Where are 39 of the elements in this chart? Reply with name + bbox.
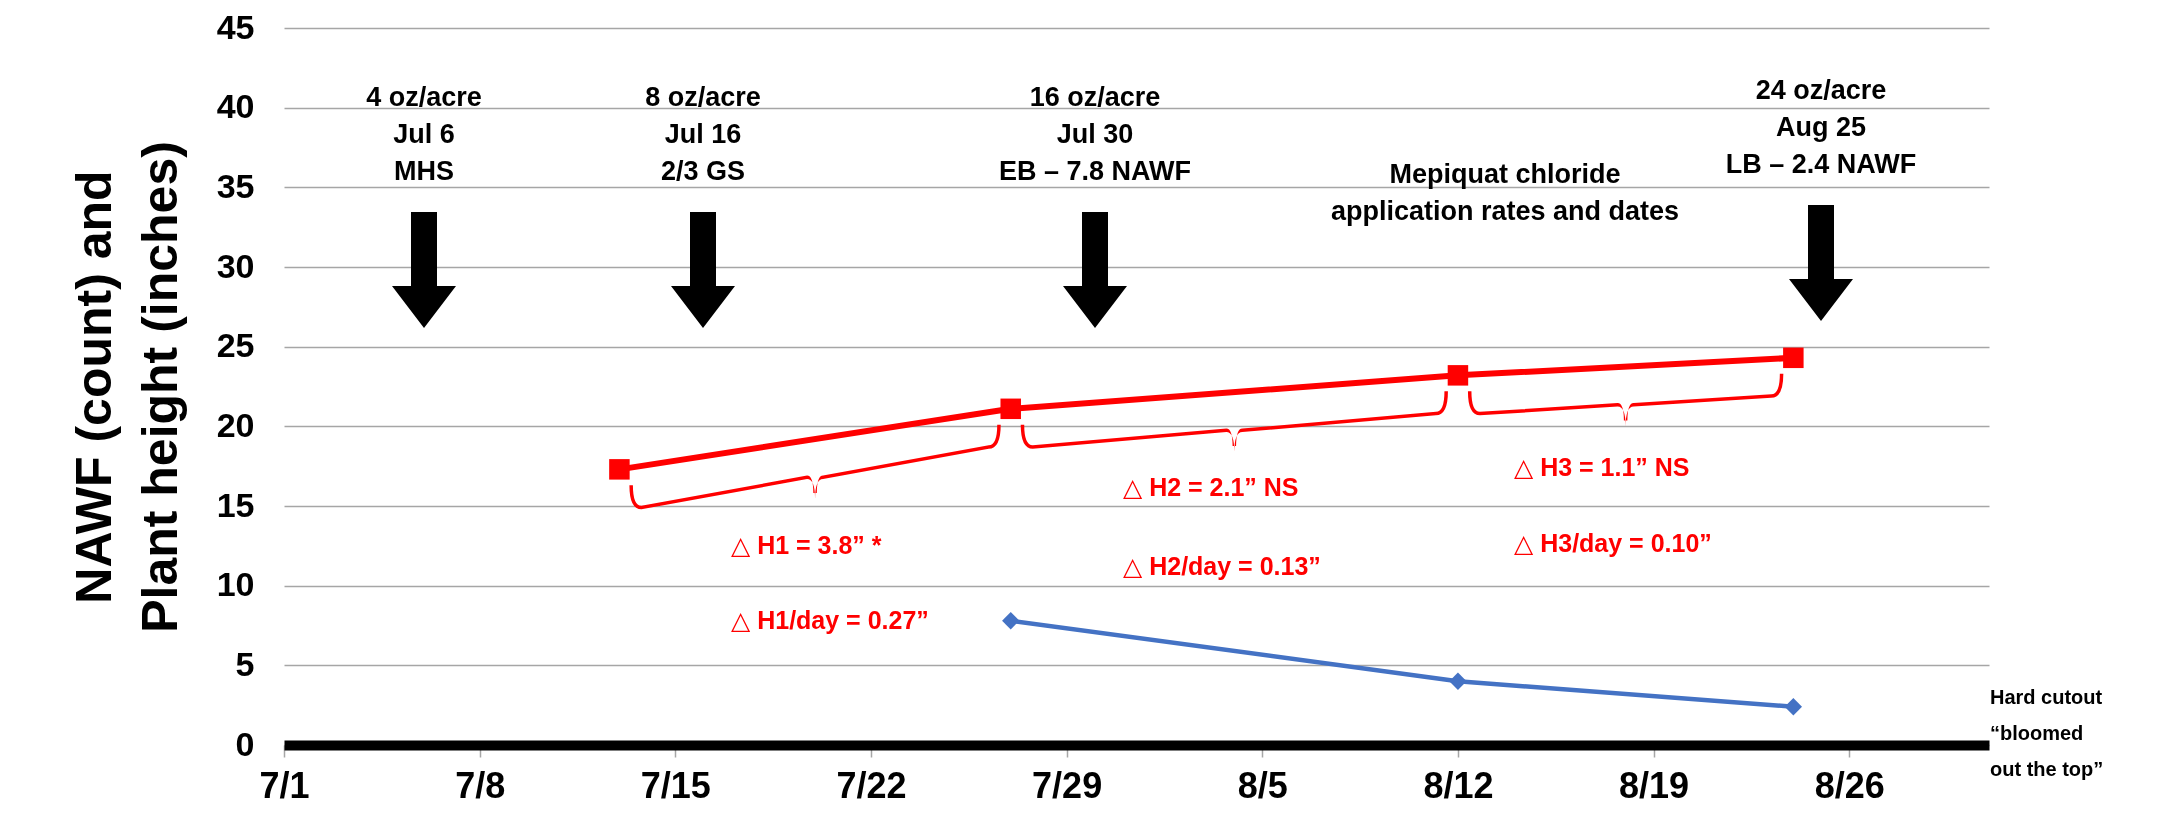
annotation: △ H1 = 3.8” * xyxy=(731,531,882,559)
annotation: △ H2/day = 0.13” xyxy=(1123,552,1321,580)
y-axis-title: NAWF (count) and Plant height (inches) xyxy=(65,141,188,633)
annotation: 16 oz/acre Jul 30 EB – 7.8 NAWF xyxy=(998,82,1192,186)
y-tick-label: 30 xyxy=(216,246,255,285)
annotation: △ H3/day = 0.10” xyxy=(1514,529,1712,557)
y-tick-label: 35 xyxy=(216,166,255,205)
x-tick-label: 8/19 xyxy=(1619,764,1690,806)
annotation: △ H1/day = 0.27” xyxy=(731,606,929,634)
annotation: Mepiquat chloride application rates and dates xyxy=(1330,158,1680,226)
x-tick-label: 8/12 xyxy=(1423,764,1494,806)
x-tick-label: 8/26 xyxy=(1814,764,1885,806)
y-tick-label: 10 xyxy=(216,565,255,604)
y-tick-label: 45 xyxy=(216,7,255,46)
x-tick-label: 8/5 xyxy=(1237,764,1288,806)
y-tick-label: 0 xyxy=(235,724,255,763)
point xyxy=(1784,698,1802,716)
x-tick-label: 7/15 xyxy=(640,764,711,806)
x-tick-label: 7/1 xyxy=(259,764,310,806)
annotation: 4 oz/acre Jul 6 MHS xyxy=(366,82,482,186)
y-tick-label: 15 xyxy=(216,485,255,524)
y-tick-label: 5 xyxy=(235,644,255,683)
point xyxy=(1000,398,1021,420)
y-tick-label: 20 xyxy=(216,405,255,444)
annotation: △ H2 = 2.1” NS xyxy=(1123,473,1299,501)
x-tick-label: 7/8 xyxy=(455,764,506,806)
annotation: △ H3 = 1.1” NS xyxy=(1514,453,1690,481)
point xyxy=(1002,612,1020,630)
point xyxy=(1449,672,1467,690)
text: Hard cutout “bloomed out the top” xyxy=(1990,686,2104,780)
point xyxy=(1447,365,1469,386)
annotation: 24 oz/acre Aug 25 LB – 2.4 NAWF xyxy=(1725,75,1917,179)
y-tick-label: 40 xyxy=(216,87,255,126)
x-tick-label: 7/22 xyxy=(836,764,907,806)
y-tick-label: 25 xyxy=(216,326,255,365)
point xyxy=(1783,347,1804,369)
annotation: 8 oz/acre Jul 16 2/3 GS xyxy=(645,82,761,186)
x-tick-label: 7/29 xyxy=(1032,764,1103,806)
point xyxy=(609,459,630,480)
